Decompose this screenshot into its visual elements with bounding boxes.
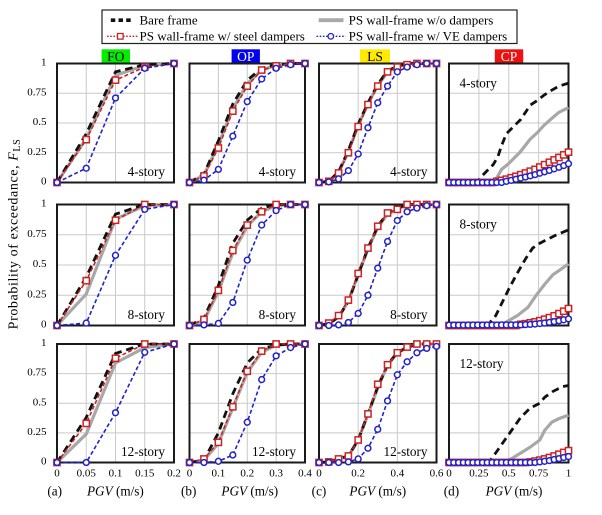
- svg-text:(d): (d): [444, 484, 459, 499]
- svg-text:0.4: 0.4: [298, 468, 312, 480]
- svg-text:0.25: 0.25: [469, 468, 489, 480]
- svg-text:0.75: 0.75: [27, 86, 47, 98]
- svg-text:PGV (m/s): PGV (m/s): [86, 484, 144, 499]
- svg-text:12-story: 12-story: [460, 356, 504, 371]
- svg-text:(c): (c): [312, 484, 327, 499]
- svg-text:0.75: 0.75: [27, 228, 47, 240]
- svg-text:0.25: 0.25: [27, 426, 47, 438]
- svg-text:0.1: 0.1: [109, 468, 123, 480]
- svg-text:0.75: 0.75: [27, 367, 47, 379]
- svg-text:0.6: 0.6: [430, 468, 444, 480]
- svg-text:0.75: 0.75: [529, 468, 549, 480]
- svg-text:8-story: 8-story: [390, 307, 428, 322]
- svg-text:1: 1: [41, 337, 47, 349]
- svg-text:8-story: 8-story: [128, 307, 166, 322]
- svg-text:4-story: 4-story: [259, 164, 297, 179]
- svg-text:Probability of exceedance, FLS: Probability of exceedance, FLS: [7, 139, 24, 330]
- svg-text:0.2: 0.2: [240, 468, 254, 480]
- svg-text:PGV (m/s): PGV (m/s): [220, 484, 278, 499]
- svg-text:PS wall-frame w/ VE dampers: PS wall-frame w/ VE dampers: [349, 28, 508, 43]
- svg-text:4-story: 4-story: [460, 76, 498, 91]
- svg-text:0: 0: [41, 176, 47, 188]
- svg-text:0: 0: [41, 456, 47, 468]
- svg-text:0.5: 0.5: [33, 116, 47, 128]
- svg-text:0: 0: [187, 468, 193, 480]
- svg-text:(a): (a): [47, 484, 62, 499]
- svg-text:0.25: 0.25: [27, 288, 47, 300]
- svg-text:(b): (b): [181, 484, 196, 499]
- svg-text:PGV (m/s): PGV (m/s): [348, 484, 406, 499]
- svg-text:0: 0: [446, 468, 452, 480]
- svg-text:0.1: 0.1: [212, 468, 226, 480]
- svg-text:8-story: 8-story: [259, 307, 297, 322]
- svg-text:8-story: 8-story: [460, 217, 498, 232]
- svg-text:PS wall-frame w/o dampers: PS wall-frame w/o dampers: [349, 12, 494, 27]
- svg-text:CP: CP: [501, 49, 518, 64]
- svg-text:FO: FO: [107, 49, 125, 64]
- svg-text:4-story: 4-story: [390, 164, 428, 179]
- svg-text:LS: LS: [367, 49, 383, 64]
- svg-text:PS wall-frame w/ steel dampers: PS wall-frame w/ steel dampers: [140, 28, 305, 43]
- svg-text:0.5: 0.5: [33, 258, 47, 270]
- svg-text:0.3: 0.3: [269, 468, 283, 480]
- svg-text:0: 0: [41, 319, 47, 331]
- svg-text:0.4: 0.4: [390, 468, 404, 480]
- svg-text:1: 1: [41, 198, 47, 210]
- svg-text:Bare frame: Bare frame: [140, 12, 198, 27]
- svg-text:0.5: 0.5: [502, 468, 516, 480]
- svg-text:OP: OP: [237, 49, 254, 64]
- svg-text:1: 1: [566, 468, 572, 480]
- svg-text:0.15: 0.15: [135, 468, 155, 480]
- svg-text:0.05: 0.05: [77, 468, 97, 480]
- svg-text:PGV (m/s): PGV (m/s): [485, 484, 543, 499]
- svg-text:12-story: 12-story: [121, 444, 165, 459]
- svg-text:0.2: 0.2: [351, 468, 365, 480]
- svg-text:12-story: 12-story: [252, 444, 296, 459]
- svg-text:4-story: 4-story: [128, 164, 166, 179]
- svg-text:0: 0: [316, 468, 322, 480]
- svg-text:0.5: 0.5: [33, 396, 47, 408]
- svg-text:12-story: 12-story: [384, 444, 428, 459]
- svg-text:0.25: 0.25: [27, 146, 47, 158]
- svg-text:1: 1: [41, 57, 47, 69]
- svg-text:0: 0: [54, 468, 60, 480]
- svg-text:0.2: 0.2: [167, 468, 181, 480]
